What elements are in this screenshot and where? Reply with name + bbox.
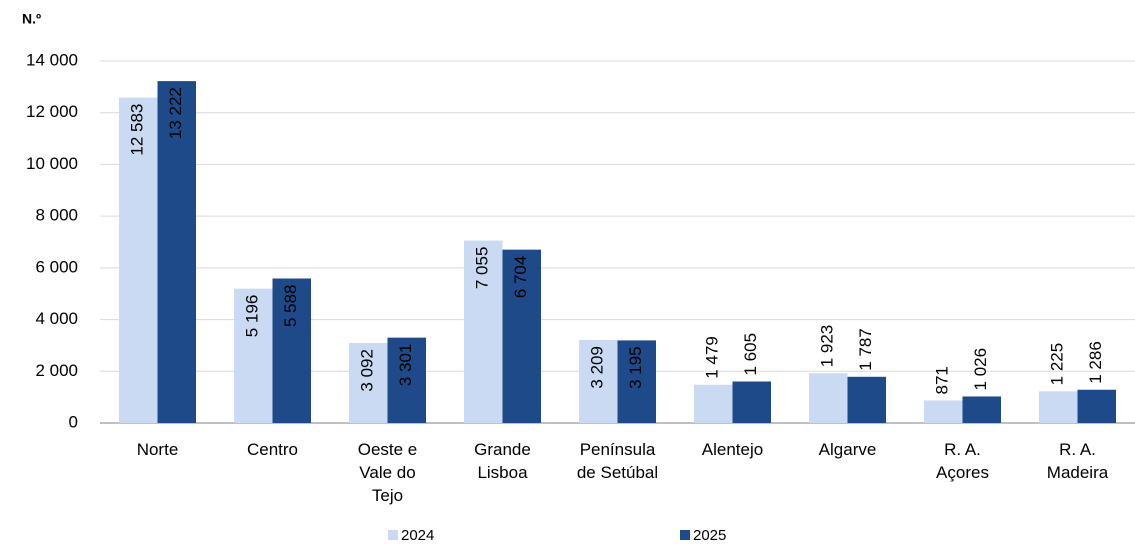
x-tick-label: Península de Setúbal	[576, 440, 659, 482]
data-label: 1 605	[741, 333, 760, 376]
data-label: 1 923	[818, 325, 837, 368]
x-tick-label: R. A. Madeira	[1046, 440, 1109, 482]
data-label: 1 479	[703, 336, 722, 379]
data-label: 1 026	[971, 348, 990, 391]
bar	[502, 249, 541, 423]
bar	[694, 384, 733, 423]
data-label: 1 286	[1086, 341, 1105, 384]
bar	[349, 343, 388, 423]
bar	[962, 396, 1001, 423]
y-tick-label: 12 000	[26, 102, 78, 121]
legend-label: 2025	[693, 527, 726, 544]
x-tick-label: Grande Lisboa	[474, 440, 531, 482]
x-tick-label: R. A. Açores	[936, 440, 989, 482]
bar	[119, 97, 158, 423]
bar	[579, 340, 618, 423]
y-tick-label: 10 000	[26, 154, 78, 173]
y-tick-label: 2 000	[35, 361, 78, 380]
data-label: 7 055	[473, 247, 492, 290]
bar	[234, 288, 273, 423]
bar	[732, 381, 771, 423]
data-label: 3 301	[396, 344, 415, 387]
legend-label: 2024	[401, 527, 434, 544]
bar	[387, 337, 426, 423]
x-tick-label: Oeste e Vale do Tejo	[357, 440, 418, 505]
bar	[464, 240, 503, 423]
data-label: 1 225	[1048, 343, 1067, 386]
bar	[617, 340, 656, 423]
x-tick-label: Centro	[246, 440, 299, 459]
legend-swatch	[388, 530, 398, 540]
bar	[924, 400, 963, 423]
chart-title: N.º	[22, 11, 41, 27]
data-label: 5 588	[281, 285, 300, 328]
data-label: 3 209	[588, 346, 607, 389]
data-label: 3 195	[626, 346, 645, 389]
x-tick-label: Algarve	[818, 440, 877, 459]
bar	[272, 278, 311, 423]
bar	[809, 373, 848, 423]
data-label: 3 092	[358, 349, 377, 392]
bar	[1039, 391, 1078, 423]
bar	[847, 376, 886, 423]
data-label: 1 787	[856, 328, 875, 371]
y-tick-label: 6 000	[35, 257, 78, 276]
y-tick-label: 8 000	[35, 206, 78, 225]
bar	[157, 81, 196, 424]
y-tick-label: 4 000	[35, 309, 78, 328]
y-tick-label: 14 000	[26, 50, 78, 69]
legend-swatch	[680, 530, 690, 540]
x-tick-label: Norte	[136, 440, 179, 459]
bar	[1077, 389, 1116, 423]
x-tick-label: Alentejo	[701, 440, 764, 459]
y-tick-label: 0	[69, 412, 78, 431]
data-label: 6 704	[511, 256, 530, 299]
data-label: 871	[933, 366, 952, 394]
data-label: 5 196	[243, 295, 262, 338]
data-label: 13 222	[166, 87, 185, 139]
data-label: 12 583	[128, 104, 147, 156]
